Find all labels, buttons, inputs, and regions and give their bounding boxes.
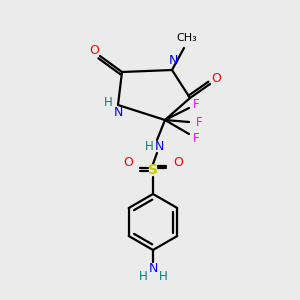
Text: O: O	[123, 155, 133, 169]
Text: H: H	[159, 269, 167, 283]
Text: H: H	[139, 269, 147, 283]
Text: O: O	[89, 44, 99, 56]
Text: F: F	[193, 98, 199, 110]
Text: H: H	[103, 97, 112, 110]
Text: S: S	[148, 163, 158, 177]
Text: N: N	[154, 140, 164, 152]
Text: N: N	[113, 106, 123, 119]
Text: H: H	[145, 140, 153, 152]
Text: N: N	[168, 55, 178, 68]
Text: O: O	[211, 71, 221, 85]
Text: CH₃: CH₃	[177, 33, 197, 43]
Text: F: F	[196, 116, 202, 128]
Text: N: N	[148, 262, 158, 275]
Text: F: F	[193, 131, 199, 145]
Text: O: O	[173, 155, 183, 169]
